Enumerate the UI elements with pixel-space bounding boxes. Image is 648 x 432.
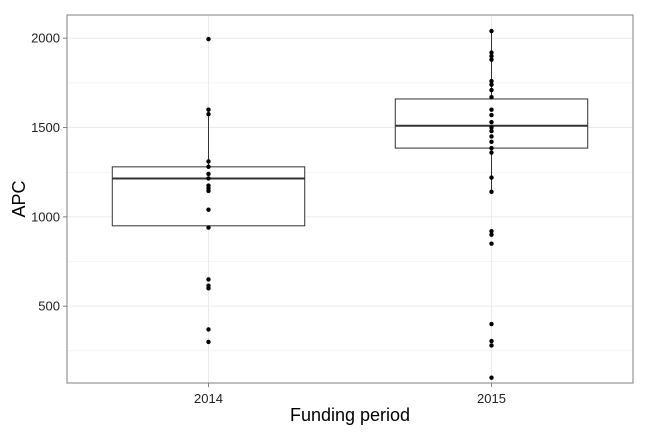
data-point xyxy=(206,207,211,212)
data-point xyxy=(206,277,211,282)
data-point xyxy=(489,57,494,62)
plot-panel-border xyxy=(66,14,634,384)
data-point xyxy=(206,225,211,230)
data-point xyxy=(206,107,211,112)
data-point xyxy=(489,50,494,55)
data-point xyxy=(489,94,494,100)
data-point xyxy=(489,125,494,130)
data-point xyxy=(489,338,494,344)
data-point xyxy=(489,228,494,234)
y-tick-label: 2000 xyxy=(31,31,60,46)
data-point xyxy=(489,53,494,59)
y-tick-label: 500 xyxy=(38,299,60,314)
data-point xyxy=(489,107,494,112)
data-points xyxy=(206,28,494,380)
data-point xyxy=(489,82,494,87)
data-point xyxy=(489,119,494,125)
data-point xyxy=(489,139,494,145)
data-point xyxy=(489,189,494,195)
y-tick-label: 1000 xyxy=(31,209,60,224)
data-point xyxy=(206,327,211,332)
data-point xyxy=(489,175,494,180)
x-axis-title: Funding period xyxy=(290,405,410,425)
data-point xyxy=(206,164,211,170)
data-point xyxy=(489,241,494,246)
data-point xyxy=(489,232,494,237)
data-point xyxy=(489,343,494,348)
y-axis-ticks: 500 1000 1500 2000 xyxy=(31,31,67,314)
x-tick-label: 2015 xyxy=(477,391,506,406)
data-point xyxy=(489,28,494,34)
data-point xyxy=(489,134,494,139)
data-point xyxy=(489,145,494,151)
data-point xyxy=(206,171,211,177)
data-point xyxy=(206,159,211,164)
data-point xyxy=(489,150,494,155)
data-point xyxy=(489,321,494,327)
data-point xyxy=(206,36,211,42)
data-point xyxy=(489,128,494,134)
data-point xyxy=(206,111,211,117)
data-point xyxy=(206,286,211,291)
data-point xyxy=(489,78,494,84)
data-point xyxy=(489,87,494,93)
x-tick-label: 2014 xyxy=(194,391,223,406)
data-point xyxy=(206,188,211,194)
y-axis-title: APC xyxy=(9,180,29,217)
data-point xyxy=(489,375,494,380)
data-point xyxy=(489,112,494,118)
x-axis-ticks: 2014 2015 xyxy=(194,383,506,406)
y-tick-label: 1500 xyxy=(31,120,60,135)
data-point xyxy=(206,176,211,181)
data-point xyxy=(206,339,211,345)
